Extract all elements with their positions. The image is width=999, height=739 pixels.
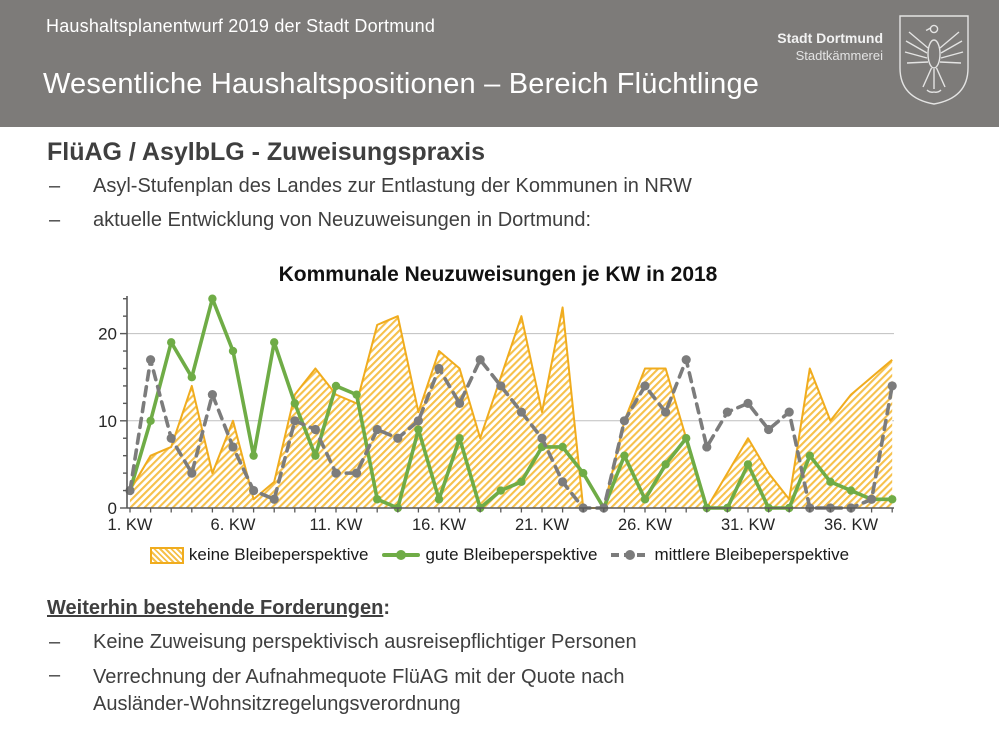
svg-text:0: 0 <box>108 499 117 518</box>
bullet-text: Verrechnung der Aufnahmequote FlüAG mit … <box>93 666 625 715</box>
bullet-text: aktuelle Entwicklung von Neuzuweisungen … <box>93 209 592 231</box>
logo-line2: Stadtkämmerei <box>795 47 883 63</box>
legend-item-gute: gute Bleibeperspektive <box>382 545 597 565</box>
svg-text:6. KW: 6. KW <box>211 516 256 534</box>
logo-line1: Stadt Dortmund <box>777 30 883 46</box>
chart-canvas: 0 10 20 1. KW 6. KW 11. KW 16. KW 21. KW 26. KW 3… <box>98 294 897 534</box>
green-line-swatch-icon <box>382 550 421 560</box>
svg-text:1. KW: 1. KW <box>108 516 153 534</box>
chart-axis-labels: 0 10 20 1. KW 6. KW 11. KW 16. KW 21. KW 26. KW 3… <box>98 325 878 534</box>
list-item: – Verrechnung der Aufnahmequote FlüAG mi… <box>49 664 713 718</box>
legend-label: mittlere Bleibeperspektive <box>654 545 850 564</box>
chart-axes <box>120 296 894 513</box>
legend-item-mittlere: mittlere Bleibeperspektive <box>611 545 849 565</box>
svg-text:26. KW: 26. KW <box>618 516 673 534</box>
eyebrow-text: Haushaltsplanentwurf 2019 der Stadt Dort… <box>46 16 436 36</box>
gray-dashed-swatch-icon <box>611 550 650 560</box>
chart-series-keine <box>129 306 893 509</box>
list-item: – aktuelle Entwicklung von Neuzuweisunge… <box>49 209 591 232</box>
header-band: Haushaltsplanentwurf 2019 der Stadt Dort… <box>0 0 999 127</box>
svg-text:21. KW: 21. KW <box>515 516 570 534</box>
forderungen-heading-text: Weiterhin bestehende Forderungen <box>47 597 384 619</box>
chart-series-mittlere <box>125 355 897 513</box>
neuzuweisungen-chart: 0 10 20 1. KW 6. KW 11. KW 16. KW 21. KW 26. KW 3… <box>88 294 908 540</box>
dortmund-eagle-crest-icon <box>899 15 969 105</box>
svg-text:31. KW: 31. KW <box>721 516 776 534</box>
svg-text:11. KW: 11. KW <box>310 516 363 534</box>
bullet-dash: – <box>49 209 61 231</box>
page-title: Wesentliche Haushaltspositionen – Bereic… <box>43 68 760 100</box>
legend-label: keine Bleibeperspektive <box>188 545 369 564</box>
chart-title: Kommunale Neuzuweisungen je KW in 2018 <box>278 263 718 286</box>
svg-text:36. KW: 36. KW <box>824 516 879 534</box>
bullet-dash: – <box>49 664 61 686</box>
section-heading: FlüAG / AsylbLG - Zuweisungspraxis <box>47 138 486 166</box>
list-item: – Asyl-Stufenplan des Landes zur Entlast… <box>49 175 692 198</box>
svg-text:20: 20 <box>98 325 117 344</box>
svg-text:16. KW: 16. KW <box>412 516 467 534</box>
bullet-text: Keine Zuweisung perspektivisch ausreisep… <box>93 631 637 653</box>
legend-label: gute Bleibeperspektive <box>425 545 598 564</box>
svg-text:10: 10 <box>98 412 117 431</box>
list-item: – Keine Zuweisung perspektivisch ausreis… <box>49 631 637 654</box>
logo-wordmark: Stadt Dortmund Stadtkämmerei <box>777 30 883 64</box>
forderungen-heading-colon: : <box>383 597 391 619</box>
hatched-area-swatch-icon <box>149 546 184 564</box>
bullet-dash: – <box>49 631 61 653</box>
forderungen-heading: Weiterhin bestehende Forderungen: <box>47 597 390 620</box>
bullet-dash: – <box>49 175 61 197</box>
bullet-text: Asyl-Stufenplan des Landes zur Entlastun… <box>93 175 692 197</box>
legend-item-keine: keine Bleibeperspektive <box>149 545 369 565</box>
chart-legend: keine Bleibeperspektive gute Bleibepersp… <box>0 545 999 565</box>
